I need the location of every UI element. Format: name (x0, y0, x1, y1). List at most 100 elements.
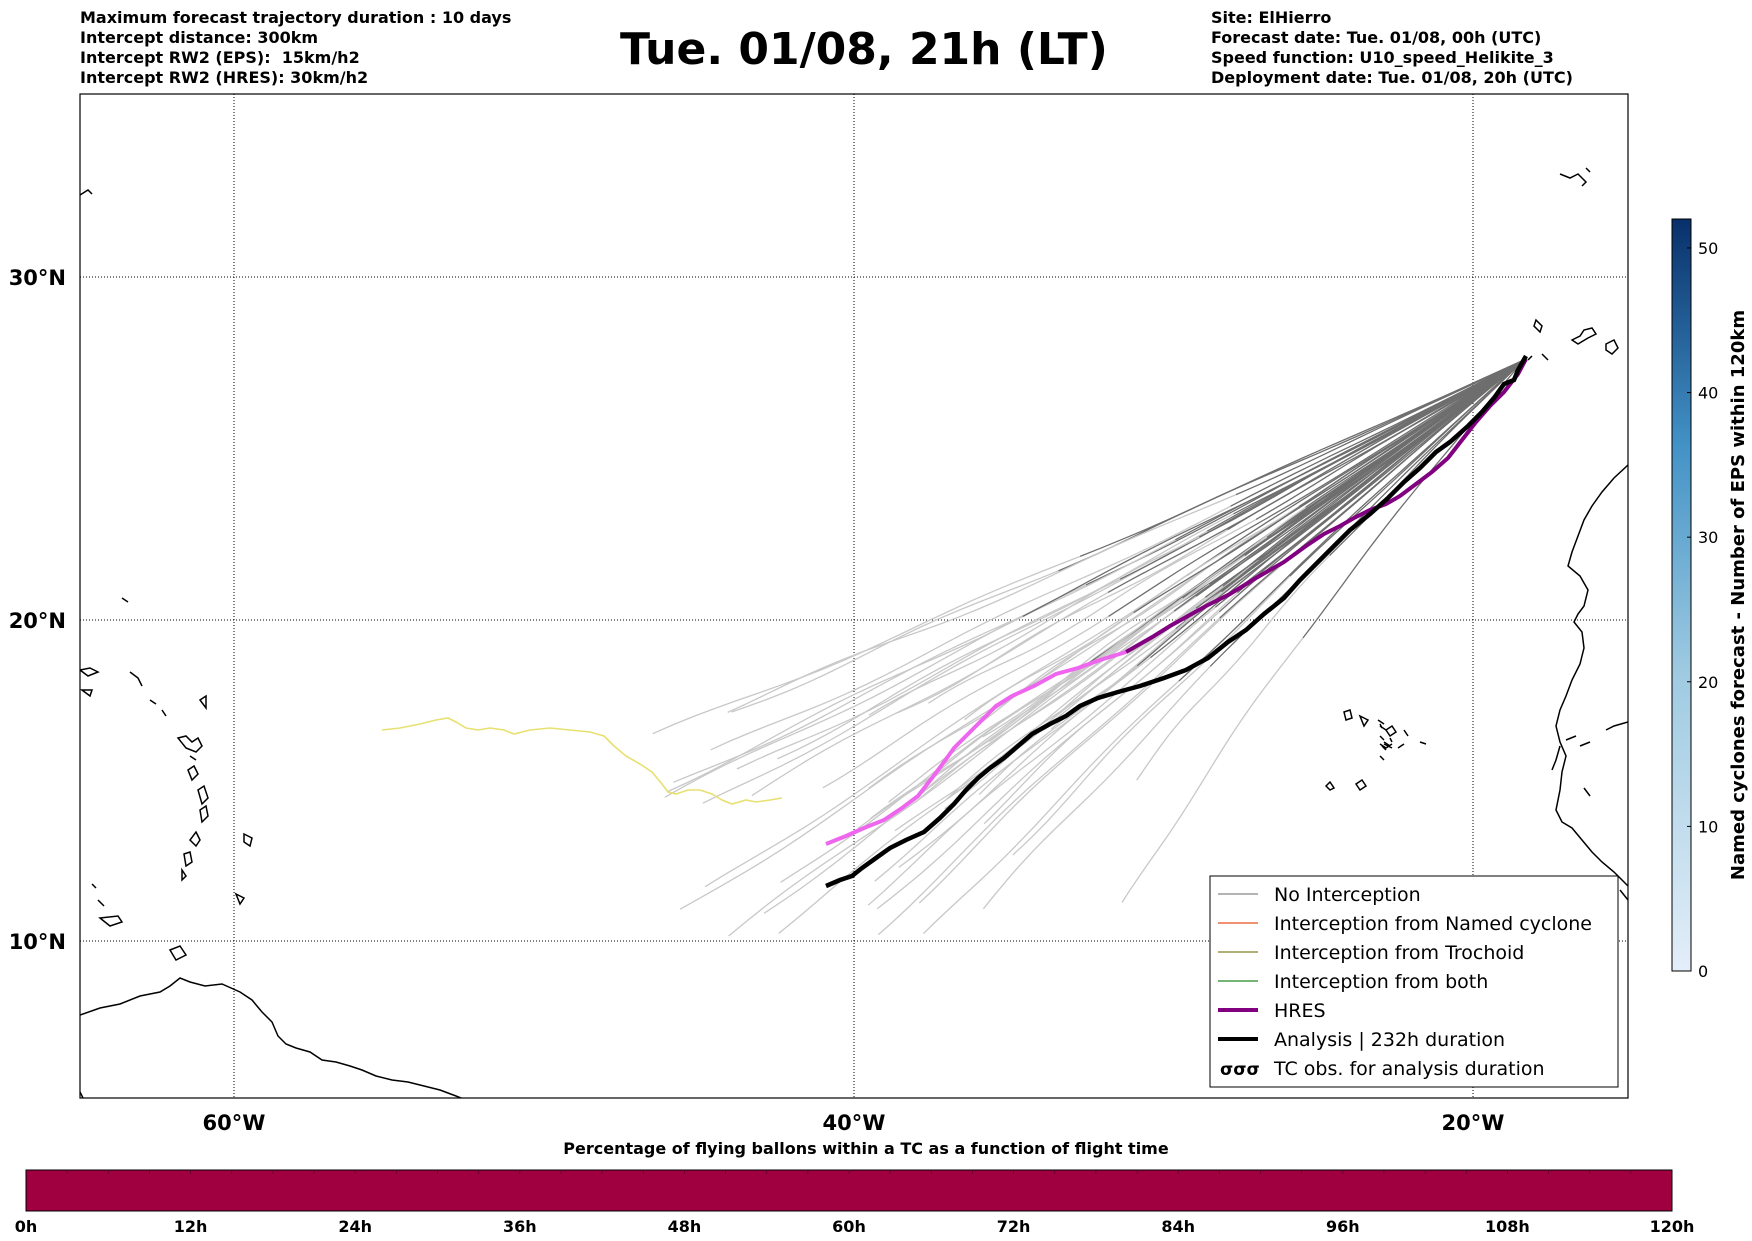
header-right-info: Site: ElHierro Forecast date: Tue. 01/08… (1211, 8, 1573, 88)
site-text: Site: ElHierro (1211, 8, 1332, 27)
eps-track-near (1305, 359, 1525, 508)
time-tick-label: 84h (1161, 1217, 1195, 1236)
eps-track-far (888, 599, 1177, 803)
eps-track-far (928, 518, 1257, 704)
max-duration-text: Maximum forecast trajectory duration : 1… (80, 8, 512, 27)
lat-label-20n: 20°N (9, 609, 66, 633)
time-tick-label: 108h (1485, 1217, 1530, 1236)
eps-track-near (1173, 359, 1525, 612)
time-tick-label: 12h (174, 1217, 208, 1236)
hres-track-line-light (825, 650, 1127, 846)
time-bar-title: Percentage of flying ballons within a TC… (563, 1139, 1169, 1158)
eps-track-far (728, 595, 1197, 937)
eps-track-far (702, 530, 1208, 804)
colorbar-tick-label: 30 (1698, 528, 1718, 547)
time-percentage-bar: Percentage of flying ballons within a TC… (15, 1139, 1695, 1236)
eps-track-near (1222, 359, 1525, 587)
eps-track-far (896, 529, 1228, 714)
yellow-track-line (381, 717, 783, 805)
deployment-date-text: Deployment date: Tue. 01/08, 20h (UTC) (1211, 68, 1573, 87)
cyclone-colorbar: 0 10 20 30 40 50 Named cyclones forecast - Nu… (1671, 218, 1749, 981)
eps-track-far (918, 563, 1284, 904)
eps-track-near (1022, 359, 1525, 618)
eps-track-near (1227, 359, 1525, 531)
eps-track-far (727, 494, 1237, 713)
time-tick-label: 60h (832, 1217, 866, 1236)
time-tick-label: 120h (1650, 1217, 1695, 1236)
eps-track-far (710, 505, 1231, 751)
speed-function-text: Speed function: U10_speed_Helikite_3 (1211, 48, 1554, 67)
time-tick-label: 24h (338, 1217, 372, 1236)
eps-track-near (1199, 359, 1525, 538)
time-tick-label: 96h (1326, 1217, 1360, 1236)
coastlines (80, 167, 1628, 1098)
eps-track-far (736, 578, 1121, 770)
colorbar-tick-label: 20 (1698, 673, 1718, 692)
colorbar-gradient (1671, 218, 1692, 972)
eps-track-near (1150, 359, 1525, 659)
lon-label-20w: 20°W (1442, 1111, 1505, 1135)
colorbar-tick-label: 10 (1698, 817, 1718, 836)
eps-track-near (1133, 359, 1525, 614)
forecast-date-text: Forecast date: Tue. 01/08, 00h (UTC) (1211, 28, 1542, 47)
legend-item-label: Interception from both (1274, 971, 1488, 993)
header-left-info: Maximum forecast trajectory duration : 1… (80, 8, 511, 88)
legend: No Interception Interception from Named c… (1209, 875, 1619, 1088)
colorbar-tick-label: 50 (1698, 239, 1718, 258)
eps-track-far (1012, 575, 1291, 856)
map-frame (79, 93, 1629, 1099)
eps-track-far (867, 606, 1216, 906)
eps-track-far (877, 617, 1221, 936)
eps-track-far (982, 665, 1211, 910)
time-tick-label: 0h (15, 1217, 38, 1236)
eps-track-far (922, 680, 1180, 935)
eps-track-far (914, 610, 1175, 804)
eps-track-near (1219, 359, 1525, 619)
eps-track-near (1079, 359, 1525, 558)
lon-label-40w: 40°W (823, 1111, 886, 1135)
legend-item-label: TC obs. for analysis duration (1273, 1058, 1545, 1080)
page-title: Tue. 01/08, 21h (LT) (620, 24, 1108, 75)
eps-track-far (898, 657, 1151, 868)
eps-track-far (1121, 637, 1304, 903)
legend-item-label: Interception from Named cyclone (1274, 913, 1592, 935)
hres-track-line (1125, 358, 1528, 654)
eps-track-far (983, 592, 1239, 825)
time-tick-label: 36h (503, 1217, 537, 1236)
legend-item-label: HRES (1274, 1000, 1326, 1022)
time-tick-label: 72h (997, 1217, 1031, 1236)
legend-item-label: Interception from Trochoid (1274, 942, 1524, 964)
eps-track-far (822, 615, 1110, 789)
legend-item-label: No Interception (1274, 884, 1421, 906)
colorbar-tick-label: 0 (1698, 962, 1708, 981)
eps-track-far (900, 597, 1183, 811)
lon-label-60w: 60°W (203, 1111, 266, 1135)
eps-track-far (1136, 555, 1331, 781)
colorbar-label: Named cyclones forecast - Number of EPS … (1728, 310, 1749, 880)
intercept-distance-text: Intercept distance: 300km (80, 28, 319, 47)
lat-label-10n: 10°N (9, 930, 66, 954)
colorbar-tick-label: 40 (1698, 384, 1718, 403)
tc-symbol-icon: σσσ (1220, 1060, 1260, 1080)
eps-track-far (868, 612, 1135, 789)
eps-track-far (704, 574, 1188, 888)
time-bar-fill (25, 1169, 1673, 1212)
eps-track-far (944, 628, 1177, 810)
intercept-eps-text: Intercept RW2 (EPS): 15km/h2 (80, 48, 360, 67)
legend-item-label: Analysis | 232h duration (1274, 1029, 1505, 1051)
eps-track-near (1221, 359, 1525, 593)
analysis-track-line (825, 354, 1528, 889)
eps-track-far (679, 558, 1221, 910)
eps-track-far (982, 506, 1306, 738)
eps-track-near (1108, 359, 1525, 617)
time-tick-label: 48h (668, 1217, 702, 1236)
intercept-hres-text: Intercept RW2 (HRES): 30km/h2 (80, 68, 369, 87)
lat-label-30n: 30°N (9, 266, 66, 290)
eps-track-far (868, 536, 1200, 716)
eps-track-far (666, 615, 1024, 793)
eps-track-near (1235, 359, 1525, 496)
eps-track-far (981, 511, 1292, 723)
eps-track-far (780, 664, 1086, 883)
legend-box (1209, 875, 1619, 1088)
